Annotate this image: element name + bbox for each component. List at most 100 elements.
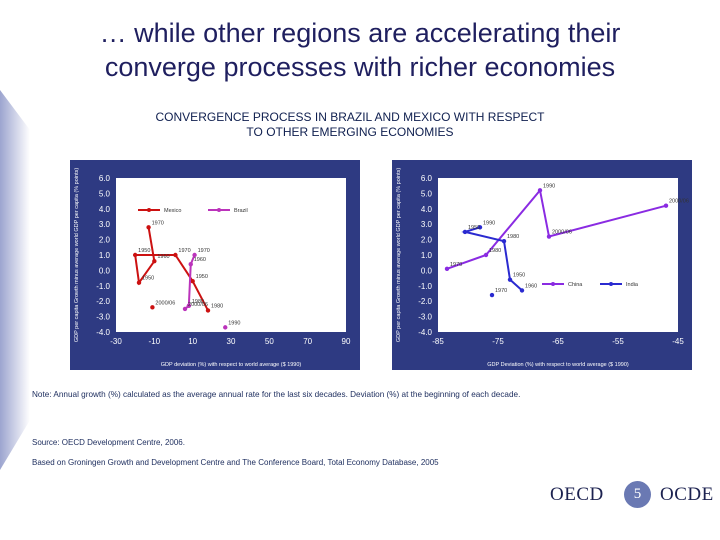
legend-marker	[551, 282, 555, 286]
slide-title: … while other regions are accelerating t…	[0, 16, 720, 84]
y-tick-label: 6.0	[99, 174, 111, 183]
plot-area	[438, 178, 678, 332]
x-tick-label: 90	[342, 337, 351, 346]
data-point-mexico	[205, 308, 211, 313]
data-label: 1990	[543, 183, 555, 189]
data-label: 1970	[178, 248, 190, 254]
data-point-china	[537, 188, 543, 193]
data-point-india	[477, 225, 483, 230]
y-tick-label: 5.0	[99, 189, 111, 198]
y-tick-label: 4.0	[421, 205, 433, 214]
y-tick-label: -1.0	[418, 282, 432, 291]
legend-label: China	[568, 282, 583, 288]
data-point-india	[462, 229, 468, 235]
chart-title-line1: CONVERGENCE PROCESS IN BRAZIL AND MEXICO…	[155, 110, 545, 124]
y-tick-label: -4.0	[418, 328, 432, 337]
data-label: 1950	[468, 225, 480, 231]
left-chart-svg: -4.0 -3.0 -2.0 -1.0 0.0 1.0 2.0 3.0 4.0 5.0 6.0 -30…	[70, 160, 360, 370]
right-chart-svg: -4.0 -3.0 -2.0 -1.0 0.0 1.0 2.0 3.0 4.0 5.0 6.0 -85…	[392, 160, 692, 370]
slide-title-line2: converge processes with richer economies	[104, 52, 616, 82]
data-label: 1970	[152, 220, 164, 226]
x-axis-label: GDP Deviation (%) with respect to world …	[487, 362, 629, 368]
page-number: 5	[624, 481, 651, 508]
y-tick-label: -3.0	[96, 313, 110, 322]
y-tick-label: 5.0	[421, 189, 433, 198]
data-label: 1980	[192, 299, 204, 305]
data-label: 2000/06	[188, 302, 208, 308]
y-tick-label: 1.0	[99, 251, 111, 260]
data-label: 2000/06	[669, 199, 689, 205]
legend-label: Mexico	[164, 208, 181, 214]
data-label: 2000/06	[155, 300, 175, 306]
data-point-brazil	[192, 252, 197, 258]
y-tick-label: 2.0	[99, 236, 111, 245]
data-label: 2000/06	[552, 230, 572, 236]
slide-title-line1: … while other regions are accelerating t…	[99, 18, 621, 48]
data-point-brazil	[182, 306, 188, 312]
data-point-india	[507, 277, 513, 282]
right-chart-panel: -4.0 -3.0 -2.0 -1.0 0.0 1.0 2.0 3.0 4.0 5.0 6.0 -85…	[392, 160, 692, 370]
data-point-mexico	[152, 258, 157, 264]
data-point-brazil	[186, 303, 192, 309]
x-tick-label: 50	[265, 337, 274, 346]
x-tick-label: -45	[672, 337, 684, 346]
y-tick-label: 2.0	[421, 236, 433, 245]
y-tick-label: -3.0	[418, 313, 432, 322]
data-label: 1950	[142, 276, 154, 282]
chart-title: CONVERGENCE PROCESS IN BRAZIL AND MEXICO…	[60, 110, 640, 140]
source-line1: Source: OECD Development Centre, 2006.	[32, 438, 185, 447]
data-point-mexico	[132, 252, 138, 258]
data-label: 1950	[513, 273, 525, 279]
data-point-india	[519, 288, 525, 293]
data-label: 1960	[157, 254, 169, 260]
y-tick-label: -2.0	[418, 297, 432, 306]
y-tick-label: 4.0	[99, 205, 111, 214]
logo-ocde: OCDE	[660, 484, 714, 505]
side-decoration-svg	[0, 90, 30, 470]
data-point-mexico	[136, 280, 142, 285]
data-point-brazil	[188, 262, 193, 267]
data-point-china	[546, 234, 552, 239]
data-label: 1950	[196, 274, 208, 280]
x-tick-label: 10	[188, 337, 197, 346]
series-line-brazil	[184, 254, 196, 310]
data-point-india-1970	[489, 292, 495, 298]
x-tick-label: -65	[552, 337, 564, 346]
legend-label: Brazil	[234, 208, 248, 214]
footer	[0, 474, 720, 540]
x-tick-label: 70	[303, 337, 312, 346]
x-tick-label: -85	[432, 337, 444, 346]
legend-marker	[147, 208, 151, 212]
y-tick-label: 0.0	[99, 266, 111, 275]
data-point-mexico-2000	[150, 305, 155, 310]
data-label: 1960	[194, 257, 206, 263]
x-tick-label: -55	[612, 337, 624, 346]
x-tick-label: 30	[227, 337, 236, 346]
y-axis-label: GDP per capita Growth minus average worl…	[396, 168, 402, 343]
data-label: 1950	[138, 248, 150, 254]
data-point-china	[444, 266, 450, 272]
data-label: 1980	[507, 234, 519, 240]
data-label: 1990	[483, 220, 495, 226]
x-tick-label: -75	[492, 337, 504, 346]
logo-oecd: OECD	[550, 484, 604, 505]
data-point-brazil-1990	[223, 325, 228, 330]
y-tick-label: 3.0	[421, 220, 433, 229]
data-point-mexico	[146, 225, 151, 230]
data-label: 1960	[525, 283, 537, 289]
legend-label: India	[626, 282, 639, 288]
y-tick-label: 1.0	[421, 251, 433, 260]
y-tick-label: 0.0	[421, 266, 433, 275]
data-point-china	[663, 203, 669, 208]
data-label: 1970	[495, 288, 507, 294]
data-label: 1980	[489, 248, 501, 254]
legend-marker	[609, 282, 613, 286]
y-tick-label: 6.0	[421, 174, 433, 183]
left-chart-panel: -4.0 -3.0 -2.0 -1.0 0.0 1.0 2.0 3.0 4.0 5.0 6.0 -30…	[70, 160, 360, 370]
data-label: 1970	[450, 262, 462, 268]
y-axis-label: GDP per capita Growth minus average worl…	[74, 168, 80, 343]
side-decoration	[0, 90, 54, 500]
y-tick-label: -4.0	[96, 328, 110, 337]
x-tick-label: -10	[149, 337, 161, 346]
data-label: 1970	[198, 248, 210, 254]
